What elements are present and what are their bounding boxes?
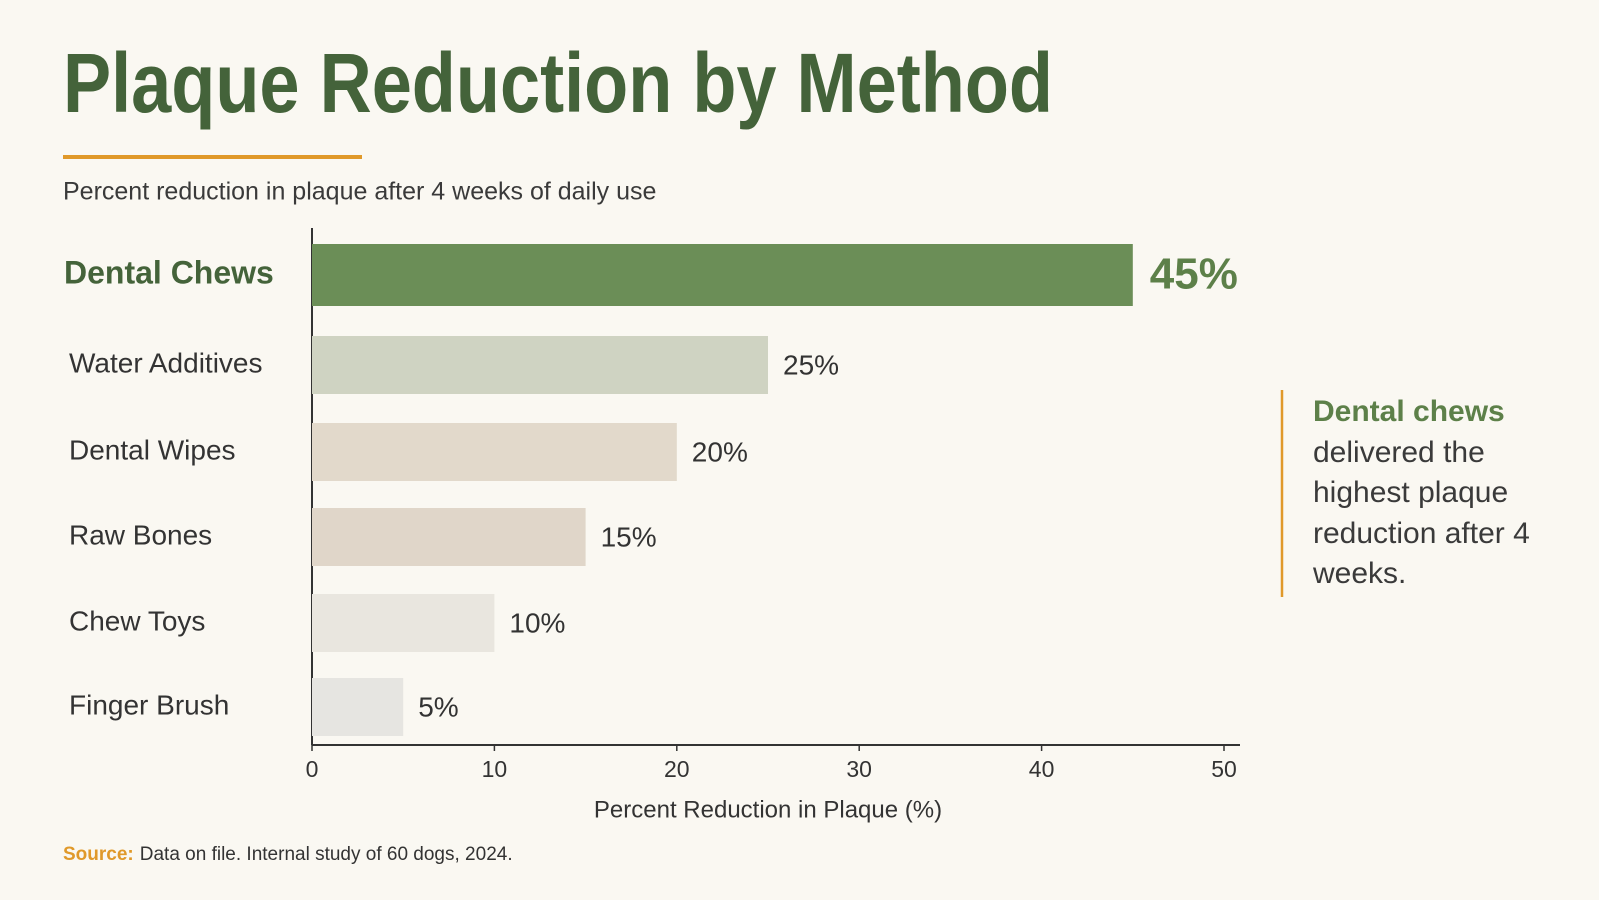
- x-tick-label: 40: [1029, 756, 1055, 782]
- annotation: Dental chews delivered the highest plaqu…: [1313, 392, 1543, 595]
- title-underline: [63, 155, 362, 159]
- y-tick-label: Dental Chews: [64, 254, 274, 290]
- value-label: 45%: [1150, 250, 1238, 299]
- chart-subtitle: Percent reduction in plaque after 4 week…: [63, 178, 656, 206]
- bar: [312, 244, 1133, 306]
- source-text: Data on file. Internal study of 60 dogs,…: [140, 844, 513, 865]
- bar: [312, 594, 495, 652]
- x-axis-label: Percent Reduction in Plaque (%): [594, 796, 942, 823]
- value-label: 10%: [509, 607, 565, 638]
- value-label: 5%: [418, 691, 458, 722]
- source: Source: Data on file. Internal study of 6…: [63, 844, 513, 865]
- x-tick-label: 20: [664, 756, 690, 782]
- x-tick-label: 30: [846, 756, 872, 782]
- bar: [312, 678, 404, 736]
- x-tick-label: 0: [306, 756, 319, 782]
- y-tick-label: Dental Wipes: [69, 434, 236, 465]
- value-label: 20%: [692, 436, 748, 467]
- annotation-text: delivered the highest plaque reduction a…: [1313, 435, 1530, 591]
- bar: [312, 336, 768, 394]
- y-tick-label: Raw Bones: [69, 519, 212, 550]
- bar: [312, 423, 677, 481]
- x-tick-label: 50: [1211, 756, 1237, 782]
- y-tick-label: Finger Brush: [69, 689, 229, 720]
- bar: [312, 508, 586, 566]
- annotation-highlight: Dental chews: [1313, 395, 1505, 428]
- value-label: 15%: [601, 521, 657, 552]
- y-tick-label: Chew Toys: [69, 605, 205, 636]
- x-tick-label: 10: [482, 756, 508, 782]
- source-label: Source:: [63, 844, 134, 865]
- value-label: 25%: [783, 349, 839, 380]
- chart-title: Plaque Reduction by Method: [63, 36, 1053, 130]
- y-tick-label: Water Additives: [69, 347, 262, 378]
